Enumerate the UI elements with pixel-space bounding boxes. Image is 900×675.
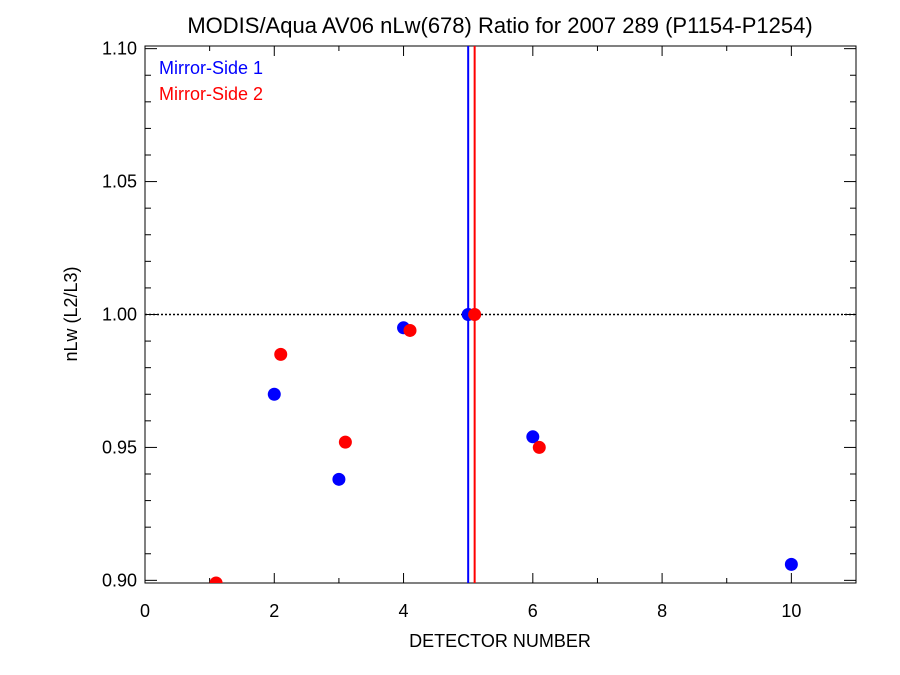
y-axis-title: nLw (L2/L3) [61,266,81,361]
data-points [209,308,798,583]
x-tick-label: 8 [657,601,667,621]
plot-area: 0 2 4 6 8 10 0.90 0.95 1.00 1.05 1.10 [102,39,857,621]
y-tick-label: 1.10 [102,39,137,59]
legend: Mirror-Side 1 Mirror-Side 2 [159,58,263,104]
series-2-point [468,308,482,321]
y-tick-label: 0.90 [102,570,137,590]
legend-entry-series-1: Mirror-Side 1 [159,58,263,78]
chart-title: MODIS/Aqua AV06 nLw(678) Ratio for 2007 … [187,13,812,38]
series-1-point [332,472,346,486]
series-1-point [784,557,798,571]
x-axis-title: DETECTOR NUMBER [409,631,591,651]
series-1-point [267,387,281,401]
legend-entry-series-2: Mirror-Side 2 [159,84,263,104]
x-tick-label: 2 [269,601,279,621]
x-tick-label: 4 [399,601,409,621]
x-tick-label: 6 [528,601,538,621]
x-tick-label: 0 [140,601,150,621]
series-2-point [274,347,288,361]
y-tick-label: 1.05 [102,172,137,192]
series-1-point [526,430,540,444]
series-2-point [338,435,352,449]
x-tick-label: 10 [781,601,801,621]
y-tick-label: 1.00 [102,305,137,325]
series-2-point [403,323,417,337]
series-2-point [209,576,223,583]
series-2-point [532,440,546,454]
y-tick-label: 0.95 [102,437,137,457]
